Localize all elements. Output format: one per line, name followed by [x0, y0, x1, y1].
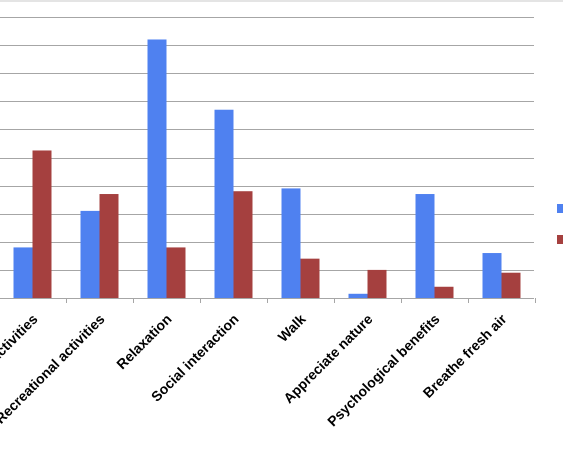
legend-swatch-series-1: [557, 204, 563, 213]
bar-series-1: [80, 210, 100, 298]
gridlines: [0, 17, 534, 271]
legend: [557, 204, 563, 244]
legend-swatch-series-2: [557, 235, 563, 244]
bars: [13, 39, 521, 298]
bar-series-2: [32, 150, 52, 298]
bar-series-2: [166, 247, 186, 298]
bar-series-1: [214, 109, 234, 298]
x-axis-ticks: [66, 298, 536, 303]
bar-series-1: [281, 188, 301, 298]
x-tick-label: Relaxation: [113, 311, 174, 372]
bar-series-2: [434, 286, 454, 298]
bar-series-2: [99, 194, 119, 298]
x-tick-label: Psychological benefits: [324, 311, 443, 430]
bar-series-2: [501, 272, 521, 298]
x-tick-label: Activities: [0, 311, 41, 366]
bar-series-1: [415, 194, 435, 298]
bar-series-1: [147, 39, 167, 298]
bar-series-1: [482, 253, 502, 298]
bar-series-1: [348, 293, 368, 298]
x-tick-label: Walk: [275, 311, 309, 345]
bar-series-2: [367, 269, 387, 298]
bar-series-1: [13, 247, 33, 298]
bar-series-2: [300, 258, 320, 298]
bar-series-2: [233, 191, 253, 298]
